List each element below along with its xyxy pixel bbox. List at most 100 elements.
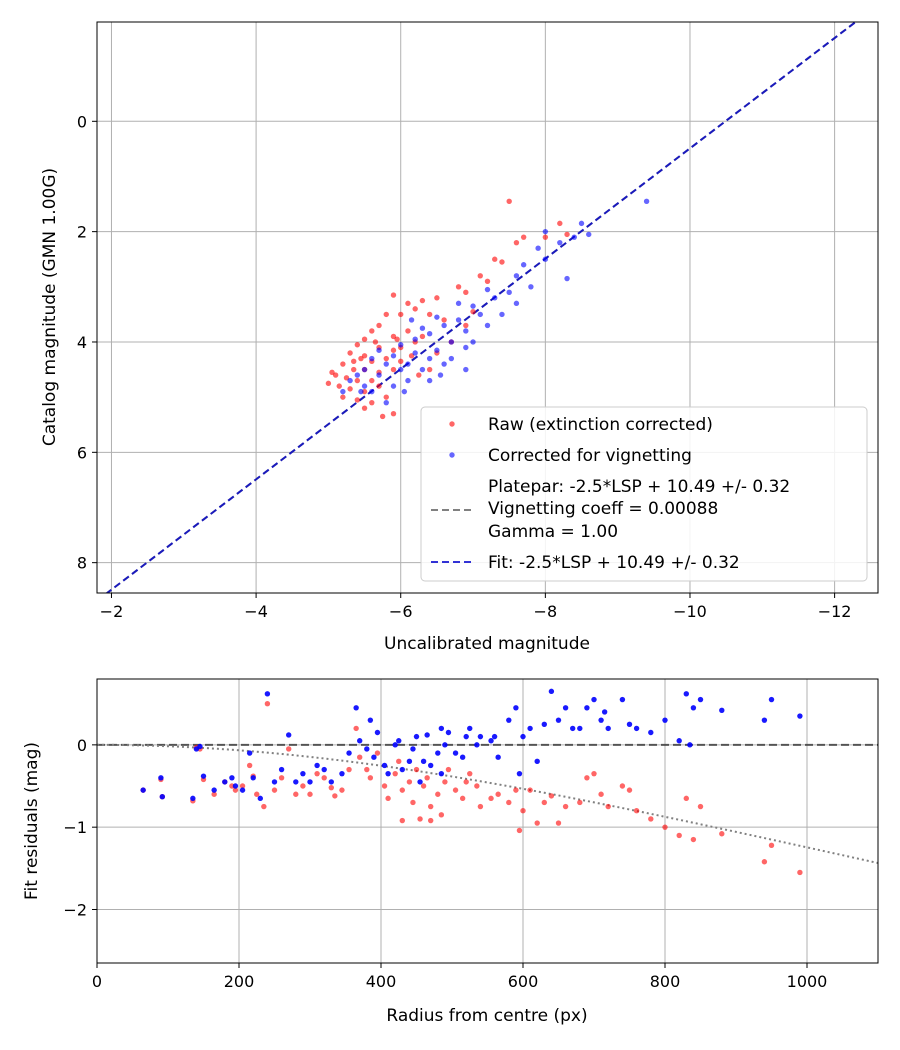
calibration-corrected-point <box>513 273 520 279</box>
residuals-raw-point <box>477 803 484 810</box>
residuals-raw-point <box>353 725 359 732</box>
residuals-corrected-point <box>488 738 494 744</box>
residuals-raw-point <box>562 803 569 810</box>
residuals-corrected-point <box>577 725 583 732</box>
residuals-raw-point <box>385 795 391 802</box>
residuals-y-tick-label: 0 <box>77 736 87 755</box>
calibration-corrected-point <box>354 372 361 378</box>
residuals-raw-point <box>520 808 526 814</box>
residuals-corrected-point <box>797 713 803 719</box>
calibration-corrected-point <box>369 355 375 362</box>
calibration-raw-point <box>419 333 426 340</box>
residuals-corrected-point <box>307 779 313 785</box>
calibration-corrected-point <box>643 198 650 204</box>
calibration-raw-point <box>329 369 335 376</box>
calibration-corrected-point <box>369 388 375 395</box>
residuals-corrected-point <box>662 717 668 723</box>
residuals-corrected-point <box>293 779 299 785</box>
calibration-axes-frame <box>96 21 879 594</box>
residuals-raw-point <box>246 762 253 769</box>
calibration-raw-point <box>426 366 433 373</box>
calibration-x-axis-label: Uncalibrated magnitude <box>384 634 590 654</box>
residuals-corrected-point <box>190 795 196 802</box>
calibration-raw-point <box>434 295 440 301</box>
calibration-points <box>325 198 650 420</box>
residuals-raw-point <box>381 783 388 789</box>
residuals-raw-point <box>442 779 448 785</box>
residuals-raw-point <box>328 784 334 791</box>
residuals-raw-point <box>261 803 267 810</box>
calibration-raw-point <box>340 394 346 400</box>
legend-box <box>420 406 868 582</box>
residuals-raw-point <box>314 770 320 777</box>
calibration-corrected-point <box>463 344 469 351</box>
residuals-raw-point <box>719 831 725 837</box>
calibration-corrected-point <box>492 295 498 301</box>
calibration-raw-point <box>390 411 397 417</box>
residuals-raw-point <box>463 779 469 785</box>
residuals-raw-point <box>339 787 345 793</box>
calibration-raw-point <box>379 413 386 420</box>
calibration-corrected-point <box>383 361 389 367</box>
residuals-raw-point <box>332 793 338 799</box>
calibration-raw-point <box>398 311 404 318</box>
residuals-raw-point <box>254 791 260 797</box>
residuals-corrected-point <box>438 770 445 777</box>
residuals-raw-point <box>488 795 494 802</box>
calibration-corrected-point <box>499 311 505 318</box>
calibration-raw-point <box>369 328 375 334</box>
residuals-raw-point <box>697 803 704 810</box>
calibration-raw-point <box>358 355 364 362</box>
calibration-plot: −2 −4 −6 −8 −10 −12 0 2 4 6 8 Uncalibrated magnit… <box>40 21 879 654</box>
residuals-raw-point <box>232 787 239 793</box>
residuals-corrected-point <box>438 725 445 732</box>
residuals-raw-point <box>424 775 430 781</box>
calibration-corrected-point <box>535 245 541 251</box>
residuals-raw-point <box>683 795 689 802</box>
residuals-corrected-point <box>516 770 523 777</box>
calibration-raw-point <box>347 386 353 392</box>
residuals-corrected-point <box>452 750 459 756</box>
calibration-raw-point <box>513 239 520 246</box>
residuals-raw-point <box>577 799 583 806</box>
calibration-corrected-point <box>542 256 549 262</box>
residuals-corrected-point <box>495 754 501 760</box>
residuals-corrected-point <box>463 733 469 740</box>
legend-corrected-label: Corrected for vignetting <box>488 446 692 466</box>
residuals-raw-point <box>357 754 363 760</box>
residuals-raw-point <box>438 812 445 818</box>
residuals-raw-point <box>662 824 668 830</box>
calibration-x-ticks: −2 −4 −6 −8 −10 −12 <box>100 593 851 621</box>
calibration-corrected-point <box>340 388 346 395</box>
calibration-raw-point <box>520 234 527 240</box>
residuals-corrected-point <box>321 766 327 773</box>
residuals-corrected-point <box>399 766 405 773</box>
calibration-corrected-point <box>578 220 585 227</box>
calibration-corrected-point <box>434 314 440 320</box>
residuals-corrected-point <box>364 746 370 752</box>
residuals-corrected-point <box>385 770 391 777</box>
residuals-corrected-point <box>158 775 164 781</box>
residuals-corrected-point <box>527 725 533 732</box>
residuals-raw-point <box>293 791 299 797</box>
residuals-corrected-point <box>520 733 526 740</box>
residuals-raw-point <box>534 820 540 826</box>
residuals-corrected-point <box>339 770 345 777</box>
calibration-corrected-point <box>412 336 418 342</box>
calibration-raw-point <box>419 297 426 304</box>
residuals-corrected-point <box>584 705 590 711</box>
legend-platepar-line1: Platepar: -2.5*LSP + 10.49 +/- 0.32 <box>488 477 790 497</box>
residuals-raw-point <box>768 842 775 848</box>
calibration-y-tick-label: 2 <box>77 223 87 242</box>
calibration-corrected-point <box>390 353 397 359</box>
residuals-corrected-point <box>232 783 239 789</box>
calibration-corrected-point <box>361 383 368 389</box>
residuals-raw-point <box>516 827 523 834</box>
calibration-y-tick-label: 4 <box>77 333 87 352</box>
residuals-raw-point <box>278 775 285 781</box>
residuals-corrected-point <box>413 733 420 740</box>
calibration-raw-point <box>325 380 332 387</box>
calibration-raw-point <box>477 273 483 279</box>
calibration-corrected-point <box>463 328 469 334</box>
calibration-raw-point <box>390 366 397 373</box>
